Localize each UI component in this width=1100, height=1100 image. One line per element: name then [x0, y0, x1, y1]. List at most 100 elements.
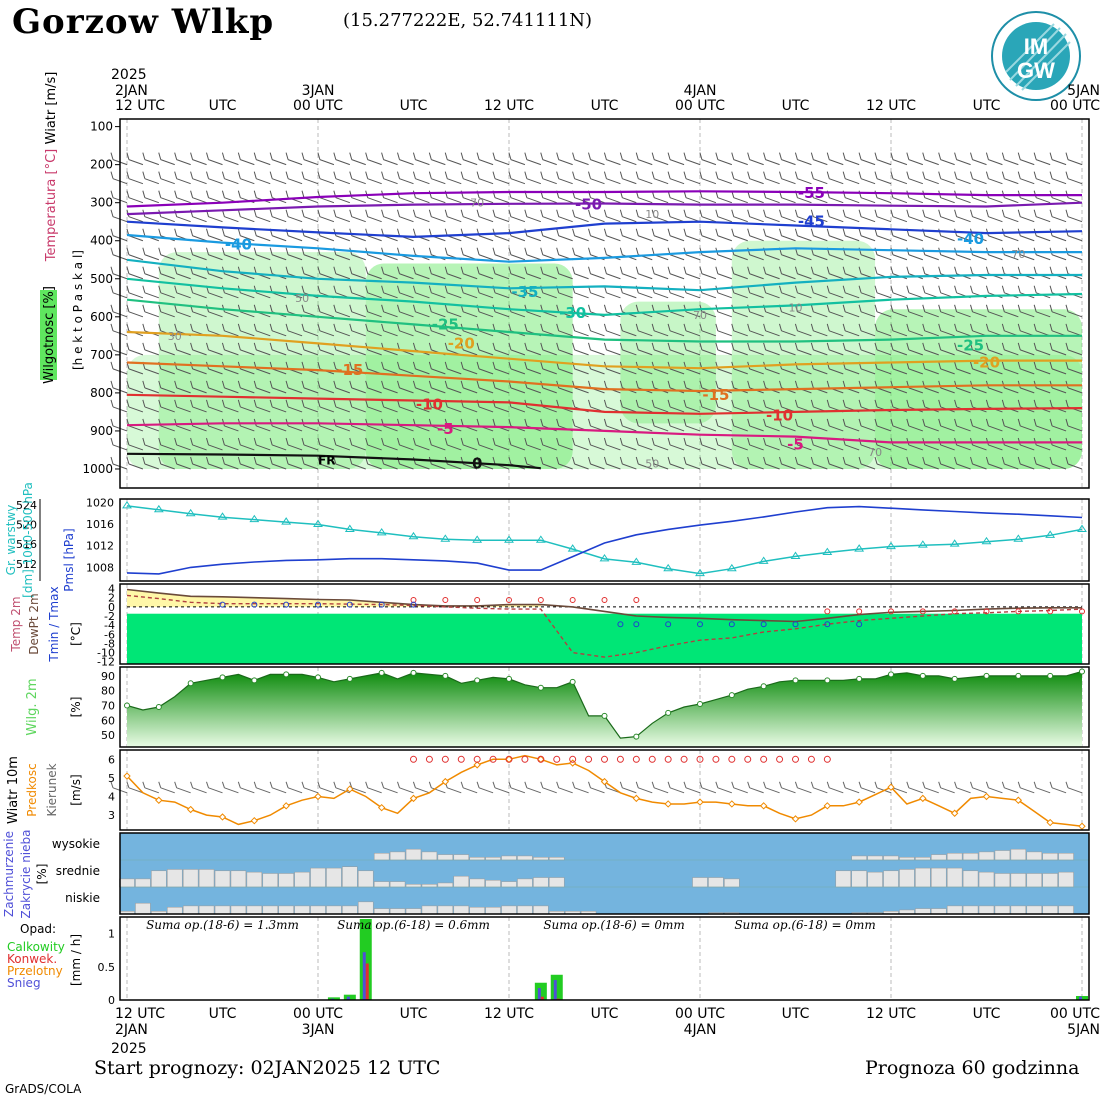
wind-barb [253, 171, 271, 185]
bottom-time-tick-label: UTC [973, 1006, 1001, 1022]
wind-barb [444, 152, 462, 166]
wind-barb [412, 781, 430, 794]
wind-barb [508, 209, 526, 223]
wind-barb [221, 171, 239, 185]
tmin-marker [633, 621, 640, 628]
wind-barb [715, 342, 733, 356]
wind-barb [206, 380, 223, 394]
wind-barb [476, 247, 494, 261]
wind-barb [842, 209, 860, 223]
wind-barb [635, 209, 653, 223]
wind-barb [1065, 456, 1083, 470]
wind-barb [763, 209, 780, 223]
wind-barb [349, 399, 366, 413]
cloud-bar-high [453, 854, 469, 861]
wind-gust-marker [728, 755, 736, 763]
wind-barb [333, 323, 351, 337]
cloud-bar-low [437, 905, 454, 915]
wind-barb [588, 209, 605, 223]
thickness-tick-label: 520 [16, 519, 37, 532]
wind-barb [428, 266, 446, 280]
wind-barb [174, 342, 191, 356]
cloud-bar-high [533, 857, 549, 861]
wind-barb [142, 266, 160, 280]
top-time-tick-label: UTC [400, 98, 428, 114]
wind-speed-marker [664, 800, 672, 808]
wind-barb [285, 209, 303, 223]
cloud-bar-mid [708, 877, 724, 888]
wind-barb [460, 266, 478, 280]
cloud-bar-high [501, 855, 517, 861]
wind-barb [651, 456, 669, 470]
wind-barb [985, 152, 1003, 166]
wind-barb [1049, 266, 1067, 280]
wind-barb [603, 228, 621, 242]
wind-barb [906, 304, 924, 318]
wind-barb [667, 285, 685, 299]
wind-barb [460, 380, 478, 394]
wind-barb [524, 266, 542, 280]
wind-barb [683, 323, 701, 337]
wind-gust-marker [441, 755, 449, 763]
wind-gust-marker [537, 755, 545, 763]
top-date-label: 2JAN [115, 83, 148, 99]
cloud-bar-low [1058, 905, 1074, 915]
wind-barb [126, 399, 144, 413]
wind-barb [110, 247, 128, 261]
rh-tick-label: 70 [101, 700, 115, 713]
cloud-bar-mid [1058, 871, 1074, 888]
precip-sum-label: Suma op.(6-18) = 0mm [734, 918, 875, 932]
wind-barb [126, 190, 144, 204]
wind-barb [190, 342, 207, 356]
cloud-bar-mid [405, 884, 422, 888]
wind-barb [110, 418, 128, 432]
wind-barb [333, 437, 351, 451]
cloud-bar-mid [962, 870, 979, 888]
wind-barb [651, 342, 669, 356]
cloud-bar-high [915, 857, 931, 861]
humidity-area [127, 671, 1082, 747]
wind-barb [381, 266, 398, 280]
wind-barb [110, 266, 128, 280]
wind-gust-marker [505, 755, 513, 763]
wind-barb [381, 190, 398, 204]
wind-speed-marker [982, 792, 991, 801]
wind-barb [699, 456, 717, 470]
wind-barb [110, 304, 128, 318]
cloud-bar-low [230, 905, 247, 915]
wind-barb [365, 266, 382, 280]
wind-barb [763, 171, 780, 185]
temp-tick-label: 0 [108, 601, 115, 614]
wind-barb [508, 266, 526, 280]
wind-barb [667, 342, 685, 356]
cloud-bar-mid [501, 881, 517, 888]
wind-barb [206, 152, 223, 166]
wind-barb [221, 399, 239, 413]
wind-barb [190, 247, 207, 261]
wind-barb [126, 247, 144, 261]
precip-snow-bar [346, 996, 350, 1000]
humidity-contour-label: 70 [693, 309, 707, 322]
tmax-marker [856, 608, 863, 615]
wind-gust-marker [760, 755, 768, 763]
wind-barb [572, 323, 589, 337]
wind-tick-label: 5 [108, 772, 115, 785]
humidity-marker [633, 733, 640, 740]
wind-gust-marker [410, 755, 417, 763]
wind-barb [731, 171, 748, 185]
cloud-bar-low [501, 905, 517, 915]
wind-barb [206, 418, 223, 432]
wind-barb [1001, 361, 1019, 375]
wind-barb [365, 209, 382, 223]
wind-barb [890, 209, 908, 223]
wind-barb [794, 171, 812, 185]
wind-barb [492, 361, 510, 375]
wind-barb [603, 342, 621, 356]
wind-barb [810, 437, 828, 451]
station-title: Gorzow Wlkp [12, 2, 275, 42]
wind-barb [651, 171, 669, 185]
wind-barb [524, 209, 542, 223]
wind-speed-marker [919, 794, 927, 803]
wind-barb [890, 304, 908, 318]
wind-barb [508, 437, 526, 451]
